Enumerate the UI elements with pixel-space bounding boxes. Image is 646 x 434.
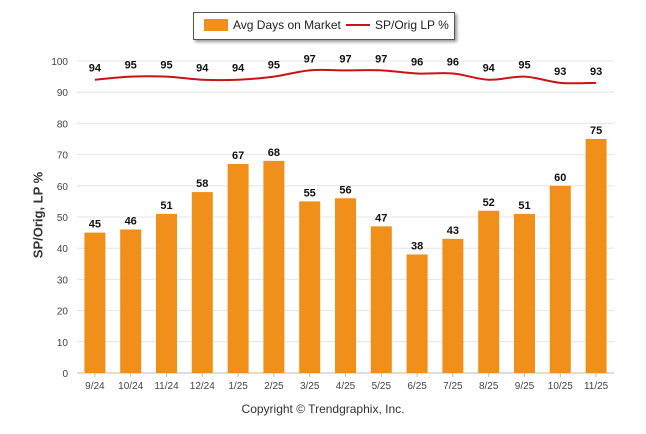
x-tick-label: 4/25 bbox=[336, 381, 356, 392]
x-tick-label: 11/24 bbox=[154, 381, 179, 392]
x-tick-label: 1/25 bbox=[228, 381, 248, 392]
bar-value-label: 58 bbox=[196, 178, 208, 190]
line-series-sp-orig-lp bbox=[94, 68, 597, 85]
bar bbox=[549, 185, 571, 373]
line-value-label: 97 bbox=[339, 53, 351, 65]
x-tick-label: 9/25 bbox=[515, 381, 535, 392]
x-tick-label: 7/25 bbox=[443, 381, 463, 392]
bar-value-label: 56 bbox=[339, 184, 351, 196]
bar-value-label: 60 bbox=[554, 172, 566, 184]
bar bbox=[191, 192, 213, 373]
legend-bar-label: Avg Days on Market bbox=[233, 18, 341, 32]
bar bbox=[585, 139, 607, 373]
bar-value-label: 46 bbox=[125, 215, 137, 227]
bar bbox=[442, 238, 464, 373]
y-tick-label: 50 bbox=[57, 213, 69, 224]
copyright-text: Copyright © Trendgraphix, Inc. bbox=[241, 402, 405, 416]
bar-value-label: 55 bbox=[304, 187, 316, 199]
line-value-label: 95 bbox=[268, 60, 280, 72]
x-tick-label: 8/25 bbox=[479, 381, 499, 392]
line-value-label: 97 bbox=[375, 53, 387, 65]
bar bbox=[478, 210, 500, 373]
y-tick-label: 0 bbox=[62, 369, 68, 380]
x-tick-label: 2/25 bbox=[264, 381, 284, 392]
bar bbox=[335, 198, 356, 373]
bar-value-label: 51 bbox=[518, 200, 530, 212]
bar-value-label: 43 bbox=[447, 225, 459, 237]
legend-item-line[interactable]: SP/Orig LP % bbox=[346, 18, 449, 32]
bar-value-label: 75 bbox=[590, 125, 602, 137]
x-tick-label: 6/25 bbox=[407, 381, 427, 392]
line-value-label: 95 bbox=[125, 60, 137, 72]
y-tick-label: 60 bbox=[57, 182, 69, 193]
x-tick-label: 5/25 bbox=[372, 381, 392, 392]
bar bbox=[406, 254, 428, 373]
line-value-label: 95 bbox=[160, 60, 172, 72]
bar bbox=[156, 213, 177, 373]
bar bbox=[227, 163, 249, 373]
bar-value-label: 68 bbox=[268, 147, 280, 159]
line-value-label: 94 bbox=[483, 63, 496, 75]
bar-value-label: 47 bbox=[375, 212, 387, 224]
line-value-label: 94 bbox=[196, 63, 209, 75]
bar-value-label: 45 bbox=[89, 219, 101, 231]
bar-value-label: 38 bbox=[411, 240, 423, 252]
legend-bar-swatch bbox=[204, 19, 228, 31]
x-tick-label: 10/24 bbox=[118, 381, 143, 392]
line-value-label: 94 bbox=[232, 63, 245, 75]
y-tick-label: 20 bbox=[57, 307, 69, 318]
legend: Avg Days on Market SP/Orig LP % bbox=[193, 12, 455, 40]
bar bbox=[84, 232, 106, 373]
y-tick-label: 100 bbox=[51, 57, 68, 68]
y-tick-label: 80 bbox=[57, 119, 69, 130]
x-tick-label: 11/25 bbox=[584, 381, 609, 392]
bar bbox=[514, 213, 535, 373]
bar bbox=[370, 226, 392, 373]
legend-line-swatch bbox=[346, 24, 370, 26]
line-value-label: 95 bbox=[518, 60, 530, 72]
x-tick-label: 3/25 bbox=[300, 381, 320, 392]
y-tick-label: 30 bbox=[57, 275, 69, 286]
line-value-label: 96 bbox=[411, 56, 423, 68]
y-tick-label: 10 bbox=[57, 338, 69, 349]
line-value-label: 96 bbox=[447, 56, 459, 68]
line-value-label: 93 bbox=[554, 66, 566, 78]
line-value-label: 93 bbox=[590, 66, 602, 78]
line-value-label: 94 bbox=[89, 63, 102, 75]
line-value-label: 97 bbox=[304, 53, 316, 65]
legend-line-label: SP/Orig LP % bbox=[375, 18, 449, 32]
bar bbox=[263, 160, 285, 373]
y-tick-label: 70 bbox=[57, 151, 69, 162]
bar-value-label: 67 bbox=[232, 150, 244, 162]
legend-item-bar[interactable]: Avg Days on Market bbox=[204, 18, 341, 32]
x-tick-label: 9/24 bbox=[85, 381, 105, 392]
bar bbox=[120, 229, 142, 373]
y-tick-label: 90 bbox=[57, 88, 69, 99]
x-tick-label: 10/25 bbox=[548, 381, 573, 392]
bar-value-label: 51 bbox=[160, 200, 172, 212]
bar bbox=[299, 201, 321, 373]
y-tick-label: 40 bbox=[57, 244, 69, 255]
x-tick-label: 12/24 bbox=[190, 381, 215, 392]
bar-value-label: 52 bbox=[483, 197, 495, 209]
